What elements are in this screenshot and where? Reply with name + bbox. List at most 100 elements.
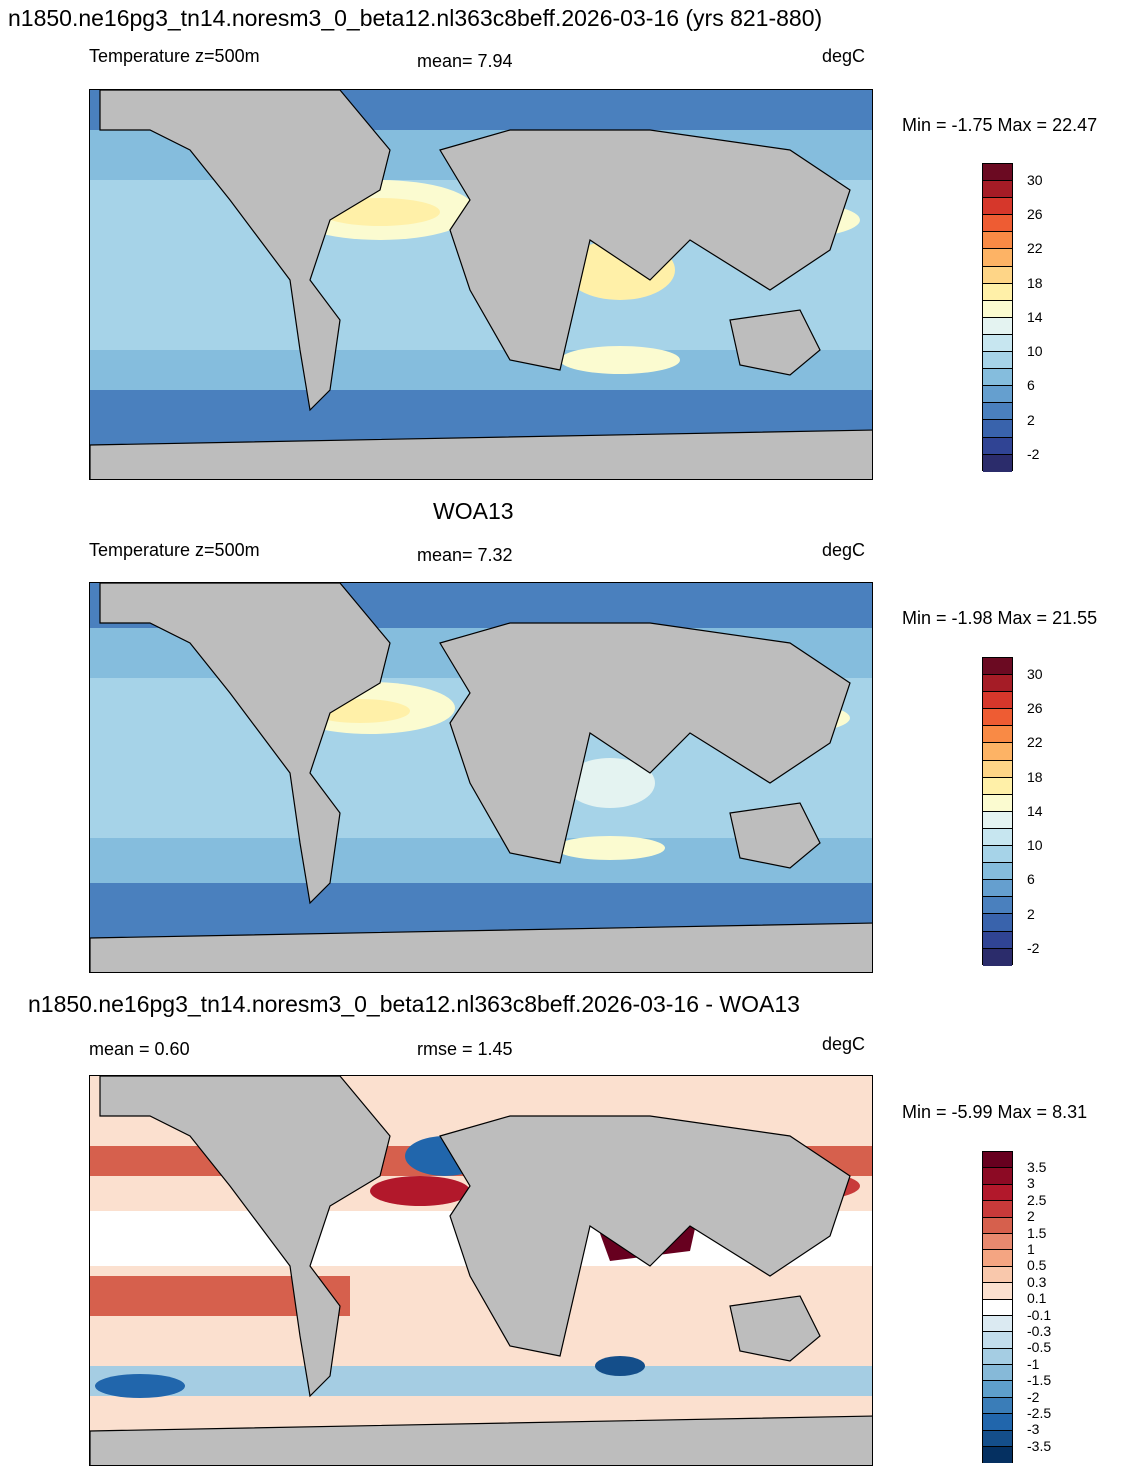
panel2-eurasia-africa-land (439, 622, 851, 864)
panel3-warm-anomaly-gulfstream (370, 1176, 470, 1206)
panel3-colorbar-swatch (983, 1152, 1012, 1169)
panel3-colorbar-swatch (983, 1168, 1012, 1185)
panel1-minmax: Min = -1.75 Max = 22.47 (902, 115, 1098, 135)
panel2-colorbar-tick: 6 (1027, 871, 1035, 887)
panel3-minmax: Min = -5.99 Max = 8.31 (902, 1102, 1088, 1122)
panel3-colorbar-tick: -0.3 (1027, 1323, 1052, 1339)
panel1-variable-label: Temperature z=500m (89, 46, 260, 66)
panel1-colorbar-swatch (983, 249, 1012, 267)
panel1-colorbar-swatch (983, 300, 1012, 318)
panel3-cold-anomaly-agulhas (595, 1356, 645, 1376)
panel2-americas-land (99, 583, 391, 905)
panel2-colorbar-swatch (983, 914, 1012, 932)
panel3-colorbar-tick: -2 (1027, 1389, 1040, 1405)
panel2-variable-label: Temperature z=500m (89, 540, 260, 560)
panel2-colorbar-swatch (983, 931, 1012, 949)
panel3-colorbar-tick: -1 (1027, 1356, 1040, 1372)
panel2-colorbar-swatch (983, 846, 1012, 864)
panel3-colorbar-tick: 3 (1027, 1175, 1035, 1191)
panel1-colorbar-swatch (983, 215, 1012, 233)
panel1-colorbar-swatch (983, 283, 1012, 301)
panel1-colorbar-swatch (983, 352, 1012, 370)
panel2-colorbar-swatch (983, 897, 1012, 915)
panel1-map-svg (90, 90, 872, 479)
panel2-colorbar-tick: 2 (1027, 906, 1035, 922)
panel3-colorbar-swatch (983, 1397, 1012, 1415)
panel3-colorbar-swatch (983, 1217, 1012, 1234)
panel1-title: n1850.ne16pg3_tn14.noresm3_0_beta12.nl36… (8, 5, 823, 31)
panel3-colorbar-tick: 0.5 (1027, 1257, 1047, 1273)
panel2-colorbar-swatch (983, 863, 1012, 881)
panel1-colorbar-tick: 18 (1027, 275, 1043, 291)
panel2-colorbar-tick: 18 (1027, 769, 1043, 785)
panel3-colorbar-tick: -0.5 (1027, 1339, 1052, 1355)
panel3-colorbar-tick: -1.5 (1027, 1372, 1052, 1388)
panel3-map (89, 1075, 873, 1466)
panel3-mean-label: mean = 0.60 (89, 1039, 190, 1059)
panel2-mean-label: mean= 7.32 (417, 545, 513, 565)
panel2-colorbar-swatch (983, 760, 1012, 778)
panel1-colorbar-tick: 10 (1027, 343, 1043, 359)
panel2-colorbar-swatch (983, 777, 1012, 795)
panel2-australia-land (729, 802, 821, 869)
panel1-colorbar-swatch (983, 181, 1012, 199)
panel3-colorbar-tick: 1 (1027, 1241, 1035, 1257)
panel1-colorbar-tick: 2 (1027, 412, 1035, 428)
panel1-colorbar-swatch (983, 437, 1012, 455)
panel1-mean-label: mean= 7.94 (417, 51, 513, 71)
panel3-colorbar-tick: 0.3 (1027, 1274, 1047, 1290)
panel3-colorbar-swatch (983, 1381, 1012, 1398)
panel1-map (89, 89, 873, 480)
panel2-colorbar-swatch (983, 675, 1012, 693)
panel3-colorbar-swatch (983, 1447, 1012, 1464)
panel3-colorbar-tick: 3.5 (1027, 1159, 1047, 1175)
panel3-colorbar-tick: 1.5 (1027, 1225, 1047, 1241)
panel1-colorbar-swatch (983, 334, 1012, 353)
panel3-colorbar-swatch (983, 1365, 1012, 1382)
panel1-colorbar-tick: 22 (1027, 240, 1043, 256)
panel1-colorbar (982, 163, 1013, 472)
panel3-colorbar-tick: 2 (1027, 1208, 1035, 1224)
panel3-colorbar-tick: 0.1 (1027, 1290, 1047, 1306)
panel3-americas-land (99, 1076, 391, 1398)
panel3-colorbar-swatch (983, 1348, 1012, 1366)
panel1-colorbar-swatch (983, 266, 1012, 284)
panel3-rmse-label: rmse = 1.45 (417, 1039, 513, 1059)
panel2-colorbar-swatch (983, 794, 1012, 812)
panel2-colorbar-swatch (983, 828, 1012, 847)
panel1-colorbar-swatch (983, 232, 1012, 250)
panel2-colorbar-tick: 26 (1027, 700, 1043, 716)
panel3-colorbar-swatch (983, 1430, 1012, 1448)
panel2-colorbar-tick: 10 (1027, 837, 1043, 853)
panel2-units-label: degC (822, 540, 866, 560)
panel2-arabian (565, 758, 655, 808)
panel1-americas-land (99, 90, 391, 412)
panel2-colorbar-swatch (983, 692, 1012, 710)
panel2-colorbar-swatch (983, 948, 1012, 966)
panel3-colorbar-swatch (983, 1201, 1012, 1218)
panel1-units-label: degC (822, 46, 866, 66)
panel3-colorbar-swatch (983, 1283, 1012, 1300)
panel3-eurasia-africa-land (439, 1115, 851, 1357)
panel2-colorbar-swatch (983, 880, 1012, 898)
panel2-colorbar-tick: 30 (1027, 666, 1043, 682)
panel2-colorbar-swatch (983, 726, 1012, 744)
panel3-southern-cool (90, 1366, 872, 1396)
panel2-colorbar-swatch (983, 811, 1012, 829)
panel3-colorbar (982, 1151, 1013, 1464)
panel3-antarctica-land (90, 1415, 872, 1465)
panel2-antarctica-land (90, 922, 872, 972)
panel1-australia-land (729, 309, 821, 376)
panel1-colorbar-tick: 30 (1027, 172, 1043, 188)
panel1-colorbar-swatch (983, 454, 1012, 472)
panel2-minmax: Min = -1.98 Max = 21.55 (902, 608, 1098, 628)
panel1-colorbar-tick: 14 (1027, 309, 1043, 325)
panel3-map-svg (90, 1076, 872, 1465)
panel3-colorbar-swatch (983, 1233, 1012, 1251)
panel2-colorbar-tick: 14 (1027, 803, 1043, 819)
panel3-title: n1850.ne16pg3_tn14.noresm3_0_beta12.nl36… (28, 991, 800, 1017)
panel2-colorbar-tick: 22 (1027, 734, 1043, 750)
panel3-colorbar-swatch (983, 1332, 1012, 1349)
panel2-warm-agulhas (555, 836, 665, 860)
panel3-cold-anomaly-west (95, 1374, 185, 1398)
